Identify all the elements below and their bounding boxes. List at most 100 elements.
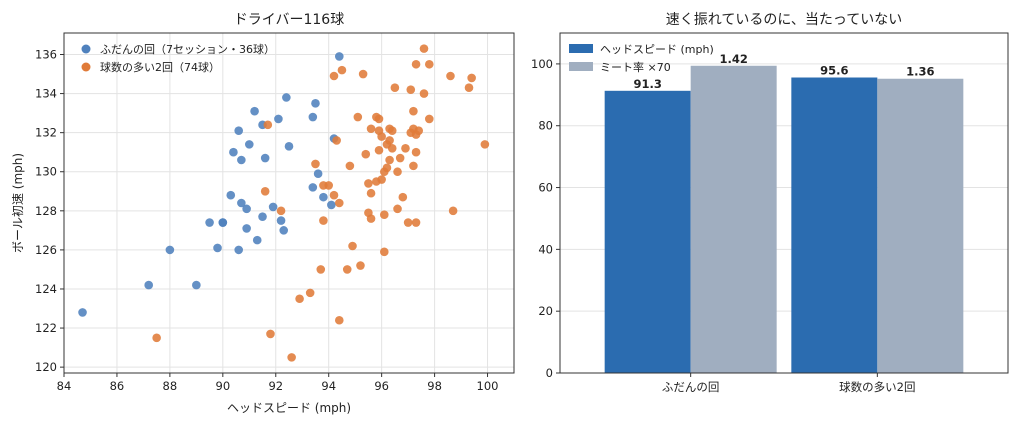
scatter-point-high-count	[374, 145, 384, 155]
scatter-point-high-count	[374, 114, 384, 124]
bar-head-speed	[604, 90, 691, 374]
scatter-ytick-label: 120	[35, 360, 57, 374]
legend-marker-high-count	[81, 62, 91, 72]
scatter-point-high-count	[448, 206, 458, 216]
scatter-xtick-label: 100	[477, 379, 499, 393]
scatter-point-high-count	[329, 190, 339, 200]
scatter-points	[78, 44, 490, 362]
scatter-point-normal	[244, 140, 254, 149]
bar-ytick-label: 60	[538, 181, 553, 195]
scatter-point-high-count	[401, 143, 410, 153]
scatter-point-normal	[319, 192, 328, 202]
scatter-point-high-count	[382, 163, 392, 173]
legend-label-smash-factor: ミート率 ×70	[600, 60, 671, 74]
scatter-legend: ふだんの回（7セッション・36球） 球数の多い2回（74球）	[81, 42, 275, 74]
scatter-point-normal	[192, 280, 201, 290]
scatter-point-normal	[205, 218, 214, 227]
scatter-point-normal	[78, 308, 87, 317]
scatter-point-normal	[234, 126, 244, 136]
scatter-point-high-count	[387, 143, 397, 153]
scatter-ticks: 84 86 88 90 92 94 96 98 100 120 122 124 126 128 130 132…	[35, 47, 498, 393]
scatter-point-high-count	[316, 265, 326, 274]
scatter-xtick-label: 86	[110, 379, 125, 393]
scatter-point-high-count	[387, 126, 397, 136]
scatter-point-high-count	[409, 106, 418, 116]
scatter-point-normal	[282, 93, 291, 102]
scatter-point-high-count	[446, 71, 455, 81]
legend-label-high-count: 球数の多い2回（74球）	[100, 60, 220, 74]
scatter-point-normal	[274, 114, 283, 124]
scatter-point-high-count	[403, 218, 413, 227]
bar-frame-border	[559, 32, 1009, 374]
scatter-point-high-count	[319, 216, 328, 225]
scatter-title: ドライバー116球	[234, 12, 344, 28]
scatter-point-normal	[218, 218, 228, 227]
scatter-point-high-count	[393, 167, 402, 177]
scatter-point-high-count	[366, 124, 376, 134]
bar-ytick-label: 0	[546, 366, 553, 380]
scatter-point-high-count	[334, 198, 344, 208]
legend-label-normal: ふだんの回（7セッション・36球）	[100, 42, 275, 56]
scatter-ytick-label: 126	[35, 243, 57, 257]
scatter-point-high-count	[398, 192, 408, 202]
scatter-point-high-count	[366, 214, 376, 223]
scatter-point-normal	[276, 216, 286, 225]
scatter-point-high-count	[419, 44, 429, 53]
scatter-point-high-count	[324, 181, 334, 190]
legend-label-head-speed: ヘッドスピード (mph)	[600, 43, 714, 56]
bar-ytick-label: 20	[538, 304, 553, 318]
scatter-ylabel: ボール初速 (mph)	[11, 153, 25, 253]
bar-head-speed	[791, 77, 878, 373]
scatter-point-high-count	[411, 218, 421, 227]
scatter-point-normal	[313, 169, 323, 178]
scatter-point-high-count	[266, 329, 275, 339]
scatter-point-normal	[308, 112, 318, 122]
scatter-point-normal	[250, 106, 259, 116]
bar-xtick-label: ふだんの回	[662, 380, 720, 394]
scatter-point-high-count	[379, 210, 389, 220]
scatter-ytick-label: 122	[35, 321, 57, 335]
scatter-point-high-count	[411, 59, 421, 69]
scatter-point-normal	[311, 99, 320, 108]
bar-label-head-speed: 91.3	[633, 77, 661, 91]
scatter-point-normal	[234, 245, 244, 255]
scatter-ytick-label: 134	[35, 87, 57, 101]
scatter-point-high-count	[377, 132, 386, 141]
scatter-ytick-label: 136	[35, 47, 57, 61]
bar-panel: 0 20 40 60 80 100 ふだんの回 球数の多い2回 91.3 1.42 95.6 1.3…	[531, 12, 1009, 394]
scatter-xtick-label: 98	[427, 379, 442, 393]
bar-label-smash-factor: 1.36	[906, 65, 934, 79]
scatter-point-normal	[237, 155, 246, 165]
bar-ticks: 0 20 40 60 80 100 ふだんの回 球数の多い2回	[531, 57, 915, 394]
scatter-point-high-count	[260, 186, 270, 196]
scatter-point-normal	[334, 52, 344, 61]
scatter-point-high-count	[334, 315, 344, 325]
scatter-point-high-count	[467, 73, 476, 83]
scatter-xtick-label: 94	[321, 379, 336, 393]
scatter-point-high-count	[393, 204, 402, 214]
scatter-point-high-count	[377, 175, 386, 184]
legend-swatch-smash-factor	[569, 62, 593, 71]
scatter-panel: 84 86 88 90 92 94 96 98 100 120 122 124 126 128 130 132…	[11, 12, 515, 415]
scatter-point-high-count	[152, 333, 161, 343]
scatter-xtick-label: 84	[57, 379, 72, 393]
scatter-point-high-count	[295, 294, 304, 304]
scatter-point-high-count	[424, 114, 434, 124]
scatter-point-normal	[242, 204, 251, 214]
scatter-point-high-count	[329, 71, 339, 81]
scatter-point-high-count	[419, 89, 429, 98]
scatter-point-high-count	[390, 83, 400, 93]
scatter-point-normal	[327, 200, 336, 210]
scatter-point-high-count	[364, 179, 373, 188]
scatter-point-high-count	[305, 288, 315, 298]
scatter-ytick-label: 130	[35, 165, 57, 179]
scatter-point-high-count	[332, 136, 341, 145]
scatter-point-normal	[258, 212, 267, 221]
bar-smash-factor	[877, 78, 964, 373]
bar-ytick-label: 100	[531, 57, 553, 71]
scatter-point-high-count	[395, 153, 405, 163]
scatter-xtick-label: 92	[268, 379, 283, 393]
scatter-point-normal	[165, 245, 175, 255]
scatter-point-normal	[229, 147, 238, 157]
